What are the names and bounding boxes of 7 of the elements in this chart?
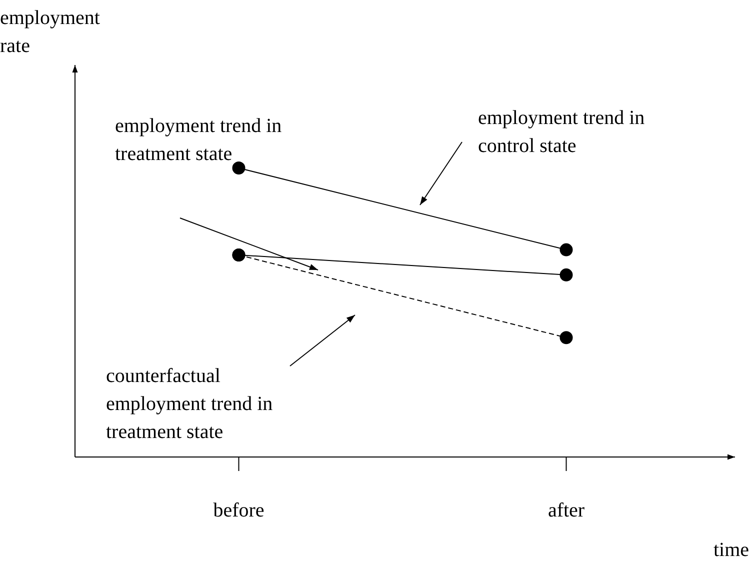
- annotation: counterfactual employment trend in treatment state: [106, 364, 274, 445]
- x-tick-label: before: [213, 499, 264, 522]
- text: employment trend in treatment state: [115, 114, 283, 167]
- x-axis-title: time: [713, 538, 749, 563]
- text: employment trend in control state: [478, 106, 646, 159]
- x-tick-label: after: [548, 499, 585, 522]
- text: employment rate: [0, 6, 101, 59]
